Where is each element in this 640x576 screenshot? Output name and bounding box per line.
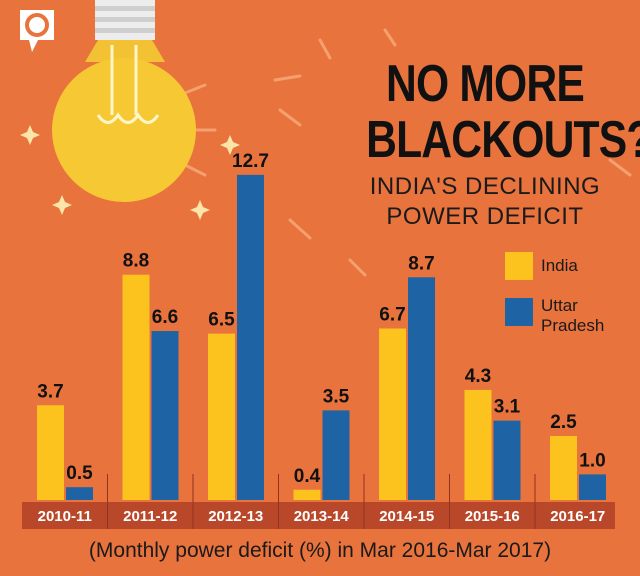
x-tick-label-2011-12: 2011-12	[123, 508, 177, 525]
x-tick-label-2010-11: 2010-11	[38, 508, 92, 525]
bar-uttar-pradesh-2011-12	[151, 331, 179, 500]
value-label-india-2013-14: 0.4	[294, 466, 321, 487]
bar-india-2013-14	[293, 489, 321, 500]
chart-title: NO MORE BLACKOUTS?	[366, 55, 640, 169]
bar-uttar-pradesh-2010-11	[66, 487, 93, 500]
value-labels-group: 3.7 0.5 8.8 6.6 6.5 12.7 0.4 3.5 6.7 8.7 4.33.1 2.5…	[37, 151, 605, 487]
legend-label-india: India	[541, 256, 578, 275]
legend-label-uttar-pradesh: Uttar Pradesh	[541, 296, 605, 335]
bar-uttar-pradesh-2014-15	[408, 277, 435, 500]
value-label-india-2012-13: 6.5	[208, 310, 235, 331]
chart-footnote: (Monthly power deficit (%) in Mar 2016-M…	[88, 539, 552, 562]
sparkle-decoration	[20, 125, 240, 220]
value-label-uttar-pradesh-2012-13: 12.7	[232, 151, 269, 172]
value-label-uttar-pradesh-2010-11: 0.5	[66, 463, 93, 484]
bars-group	[37, 174, 606, 500]
bar-uttar-pradesh-2012-13	[237, 174, 264, 500]
legend-item-india: India	[505, 252, 578, 280]
x-tick-label-2016-17: 2016-17	[550, 508, 605, 525]
value-label-india-2015-16: 4.3	[465, 366, 491, 387]
quint-logo-icon	[20, 10, 54, 52]
bar-india-2015-16	[464, 389, 492, 500]
legend-swatch-uttar-pradesh	[505, 298, 533, 326]
x-axis-separators	[107, 474, 536, 529]
light-bulb-icon	[52, 0, 196, 202]
bar-india-2010-11	[37, 405, 64, 500]
x-tick-label-2012-13: 2012-13	[208, 508, 263, 525]
value-label-india-2011-12: 8.8	[123, 251, 149, 272]
chart-subtitle: INDIA'S DECLINING POWER DEFICIT	[369, 173, 601, 230]
bar-uttar-pradesh-2016-17	[579, 474, 606, 500]
bar-india-2016-17	[550, 436, 577, 500]
value-label-uttar-pradesh-2014-15: 8.7	[408, 253, 434, 274]
bar-uttar-pradesh-2013-14	[322, 410, 350, 500]
x-tick-labels-group: 2010-11 2011-12 2012-13 2013-14 2014-15 2015-…	[38, 508, 606, 525]
value-label-india-2016-17: 2.5	[550, 412, 577, 433]
x-tick-label-2013-14: 2013-14	[294, 508, 350, 525]
bar-india-2014-15	[379, 328, 406, 500]
bar-india-2012-13	[208, 333, 235, 500]
value-label-uttar-pradesh-2015-16: 3.1	[494, 397, 521, 418]
value-label-uttar-pradesh-2011-12: 6.6	[152, 307, 178, 328]
bar-uttar-pradesh-2015-16	[493, 420, 521, 500]
value-label-uttar-pradesh-2013-14: 3.5	[323, 386, 350, 407]
bar-india-2011-12	[122, 274, 150, 500]
x-axis-band	[22, 502, 615, 529]
value-label-india-2010-11: 3.7	[37, 381, 63, 402]
x-tick-label-2015-16: 2015-16	[465, 508, 520, 525]
value-label-uttar-pradesh-2016-17: 1.0	[579, 450, 605, 471]
legend-swatch-india	[505, 252, 533, 280]
legend-item-uttar-pradesh: Uttar Pradesh	[505, 296, 621, 336]
x-tick-label-2014-15: 2014-15	[379, 508, 434, 525]
value-label-india-2014-15: 6.7	[379, 304, 405, 325]
